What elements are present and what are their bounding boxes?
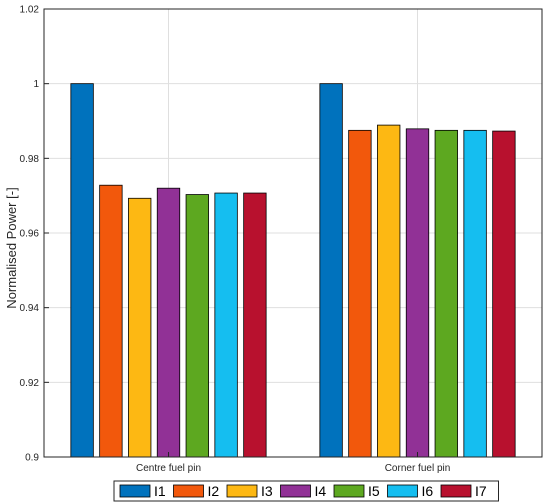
y-tick-labels: 0.9 0.92 0.94 0.96 0.98 1 1.02 (20, 5, 40, 464)
y-axis-label: Normalised Power [-] (4, 187, 19, 308)
legend-swatch-i6 (387, 484, 418, 498)
bar-i3-centre (128, 197, 152, 458)
legend-swatch-i1 (119, 484, 151, 498)
legend-label-i4: I4 (315, 483, 327, 499)
bar-i3-corner (377, 124, 401, 458)
bar-i1-corner (319, 83, 343, 458)
x-tick-label: Corner fuel pin (385, 463, 451, 474)
bar-i2-centre (99, 184, 123, 458)
legend-swatch-i3 (226, 484, 258, 498)
x-tick-label: Centre fuel pin (136, 463, 201, 474)
y-tick-label: 1.02 (20, 5, 40, 16)
axes-box (43, 8, 543, 458)
legend-label-i6: I6 (422, 483, 434, 499)
legend-label-i2: I2 (208, 483, 220, 499)
bar-i4-corner (405, 128, 430, 458)
axes-layer (43, 8, 543, 458)
y-tick-label: 0.92 (20, 378, 40, 389)
grid-layer (44, 8, 542, 458)
bars-layer (70, 83, 516, 458)
legend-swatch-i2 (173, 484, 204, 498)
legend-label-i7: I7 (475, 483, 487, 499)
bar-i5-centre (185, 194, 209, 458)
bar-i7-corner (492, 130, 516, 458)
legend: I1 I2 I3 I4 I5 I6 I7 (113, 480, 499, 502)
y-tick-label: 0.94 (20, 303, 40, 314)
y-tick-label: 0.96 (20, 229, 40, 240)
bar-i6-centre (214, 192, 238, 458)
bar-i1-centre (70, 83, 94, 458)
bar-i7-centre (243, 192, 267, 458)
legend-swatch-i4 (280, 484, 311, 498)
bar-i2-corner (348, 129, 372, 458)
legend-label-i1: I1 (154, 483, 166, 499)
y-tick-label: 1 (33, 79, 39, 90)
legend-label-i3: I3 (261, 483, 273, 499)
bar-i6-corner (463, 129, 487, 458)
bar-i5-corner (434, 129, 458, 458)
legend-swatch-i5 (333, 484, 365, 498)
y-tick-label: 0.9 (25, 453, 39, 464)
y-tick-label: 0.98 (20, 154, 40, 165)
legend-label-i5: I5 (368, 483, 380, 499)
bar-i4-centre (156, 187, 181, 458)
legend-swatch-i7 (440, 484, 472, 498)
x-tick-labels: Centre fuel pin Corner fuel pin (136, 463, 450, 474)
